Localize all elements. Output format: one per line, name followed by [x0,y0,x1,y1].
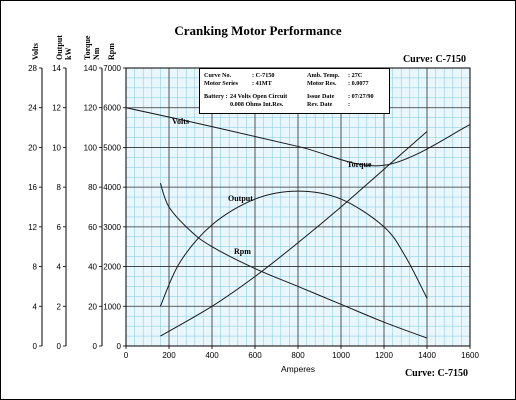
x-axis-title: Amperes [281,364,315,374]
curve-label-output: Output [228,194,253,203]
series-line-volts [125,107,471,167]
axis-unit-torque-nm: Torque Nm [83,35,101,60]
amb-temp-label: Amb. Temp. [307,72,340,79]
y-tick-label-output-kw: 6 [57,223,62,232]
y-tick-label-volts: 20 [28,143,37,152]
x-tick-label: 1200 [375,351,393,360]
y-tick-label-volts: 0 [33,342,38,351]
y-tick-label-torque-nm: 140 [84,64,98,73]
issue-date-value: : 07/27/90 [348,93,374,100]
y-tick-label-torque-nm: 0 [93,342,98,351]
battery-value: 24 Volts Open Circuit [230,93,288,100]
axis-unit-output-kw: Output kW [55,35,73,60]
y-tick-label-torque-nm: 20 [88,302,97,311]
y-tick-label-output-kw: 2 [57,302,62,311]
axis-unit-text: Volts [31,43,40,60]
curve-no-value: : C-7150 [252,72,275,79]
chart-title: Cranking Motor Performance [174,23,342,38]
y-tick-label-volts: 12 [28,223,37,232]
y-tick-label-volts: 16 [28,183,37,192]
y-tick-label-volts: 4 [33,302,38,311]
y-tick-label-output-kw: 4 [57,263,62,272]
axis-unit-text: Torque [83,35,92,60]
x-tick-label: 400 [205,351,219,360]
series-line-rpm [159,183,428,339]
y-tick-label-torque-nm: 100 [84,143,98,152]
motor-res-label: Motor Res. [307,80,337,87]
motor-series-value: : 41MT [252,80,272,87]
y-tick-label-output-kw: 12 [52,104,61,113]
curve-label-torque: Torque [347,160,372,169]
curve-label-rpm: Rpm [234,247,251,256]
y-tick-label-rpm: 2000 [103,263,121,272]
curve-label-volts: Volts [172,117,189,126]
amb-temp-value: : 27C [348,72,363,79]
y-tick-label-rpm: 7000 [103,64,121,73]
y-tick-label-output-kw: 0 [57,342,62,351]
y-tick-label-rpm: 0 [117,342,122,351]
y-tick-label-output-kw: 8 [57,183,62,192]
y-tick-label-torque-nm: 120 [84,104,98,113]
y-tick-label-rpm: 5000 [103,143,121,152]
y-tick-label-torque-nm: 80 [88,183,97,192]
curve-id-top: Curve: C-7150 [402,54,466,65]
y-tick-label-rpm: 3000 [103,223,121,232]
axis-unit-text: kW [64,48,73,60]
battery-label: Battery : [204,93,228,100]
rev-date-value: : [348,101,351,108]
x-tick-label: 800 [291,351,305,360]
x-tick-label: 600 [248,351,262,360]
y-tick-label-torque-nm: 60 [88,223,97,232]
y-tick-label-rpm: 6000 [103,104,121,113]
series-line-torque [160,131,428,337]
y-tick-label-output-kw: 14 [52,64,61,73]
motor-series-label: Motor Series [204,80,239,87]
axis-unit-text: Output [55,35,64,60]
y-tick-label-volts: 24 [28,104,37,113]
y-tick-label-rpm: 4000 [103,183,121,192]
y-tick-label-output-kw: 10 [52,143,61,152]
curve-no-label: Curve No. [204,72,232,79]
motor-res-value: : 0.0077 [348,80,369,87]
rev-date-label: Rev. Date [307,101,333,108]
x-tick-label: 200 [162,351,176,360]
x-tick-label: 0 [124,351,129,360]
battery-res: 0.008 Ohms Int.Res. [230,101,284,108]
x-tick-label: 1000 [332,351,350,360]
y-tick-label-volts: 28 [28,64,37,73]
grid [125,67,471,347]
y-tick-label-rpm: 1000 [103,302,121,311]
axes: 0 200 400 600 800 1000 1200 1400 1600Amperes0481… [28,35,479,374]
series-lines: Volts Torque Output Rpm [125,107,471,339]
series-line-output [159,190,428,307]
y-tick-label-volts: 8 [33,263,38,272]
issue-date-label: Issue Date [307,93,335,100]
axis-unit-text: Nm [92,47,101,60]
x-tick-label: 1600 [461,351,479,360]
axis-unit-rpm: Rpm [107,43,116,60]
axis-unit-volts: Volts [31,43,40,60]
info-box: Curve No. : C-7150 Motor Series : 41MT B… [199,68,390,114]
axis-unit-text: Rpm [107,43,116,60]
y-tick-label-torque-nm: 40 [88,263,97,272]
x-tick-label: 1400 [418,351,436,360]
curve-id-bottom: Curve: C-7150 [404,368,468,379]
